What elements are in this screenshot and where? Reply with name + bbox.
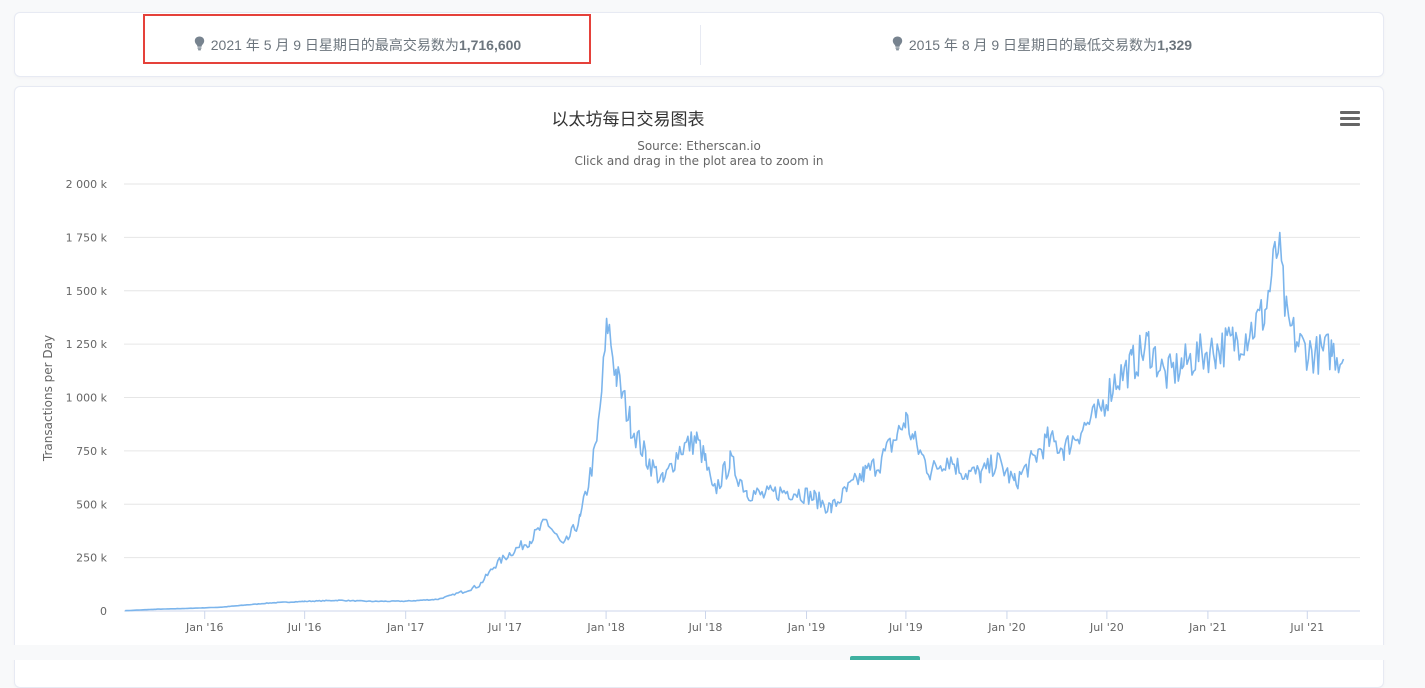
hamburger-menu-icon-bar bbox=[1340, 117, 1360, 120]
stats-card: 2021 年 5 月 9 日星期日的最高交易数为 1,716,600 2015 年… bbox=[14, 12, 1384, 77]
min-stat-value: 1,329 bbox=[1157, 36, 1193, 53]
x-tick-label: Jul '16 bbox=[287, 621, 322, 634]
x-tick-label: Jan '16 bbox=[185, 621, 223, 634]
chart-menu-button[interactable] bbox=[1340, 111, 1360, 127]
stats-divider bbox=[700, 25, 701, 65]
x-tick-label: Jan '18 bbox=[586, 621, 624, 634]
max-stat-value: 1,716,600 bbox=[458, 36, 522, 53]
x-tick-label: Jan '20 bbox=[987, 621, 1025, 634]
bottom-tab-indicator[interactable] bbox=[850, 656, 920, 660]
x-tick-label: Jul '20 bbox=[1089, 621, 1124, 634]
series-line[interactable] bbox=[125, 231, 1345, 612]
y-tick-label: 500 k bbox=[76, 498, 107, 511]
chart-subtitle: Source: Etherscan.io bbox=[637, 139, 761, 153]
min-transactions-stat: 2015 年 8 月 9 日星期日的最低交易数为 1,329 bbox=[701, 13, 1383, 76]
x-axis-ticks: Jan '16 Jul '16 Jan '17 Jul '17 Jan '18 Jul '… bbox=[185, 611, 1324, 634]
y-tick-label: 1 250 k bbox=[66, 338, 108, 351]
y-axis-label: Transactions per Day bbox=[41, 335, 55, 462]
y-tick-label: 750 k bbox=[76, 445, 107, 458]
y-tick-label: 250 k bbox=[76, 552, 107, 565]
chart-zoom-hint: Click and drag in the plot area to zoom … bbox=[574, 154, 823, 168]
chart-title: 以太坊每日交易图表 bbox=[552, 110, 705, 130]
x-tick-label: Jul '17 bbox=[487, 621, 522, 634]
y-tick-label: 1 500 k bbox=[66, 285, 108, 298]
y-tick-label: 1 000 k bbox=[66, 392, 108, 405]
x-tick-label: Jul '21 bbox=[1289, 621, 1324, 634]
x-tick-label: Jan '21 bbox=[1188, 621, 1226, 634]
y-tick-label: 2 000 k bbox=[66, 178, 108, 191]
y-tick-label: 0 bbox=[100, 605, 107, 618]
max-transactions-stat: 2021 年 5 月 9 日星期日的最高交易数为 1,716,600 bbox=[15, 13, 700, 76]
y-tick-label: 1 750 k bbox=[66, 231, 108, 244]
page-footer-strip bbox=[0, 645, 1425, 660]
x-tick-label: Jul '18 bbox=[688, 621, 723, 634]
hamburger-menu-icon-bar bbox=[1340, 123, 1360, 126]
x-tick-label: Jan '19 bbox=[787, 621, 825, 634]
max-stat-text: 2021 年 5 月 9 日星期日的最高交易数为 bbox=[210, 36, 459, 53]
chart-card[interactable] bbox=[14, 86, 1384, 688]
lightbulb-icon bbox=[892, 36, 903, 54]
transactions-chart[interactable]: 以太坊每日交易图表 Source: Etherscan.io Click and… bbox=[0, 0, 1425, 660]
x-tick-label: Jan '17 bbox=[386, 621, 424, 634]
grid-lines bbox=[124, 183, 1360, 612]
x-tick-label: Jul '19 bbox=[888, 621, 923, 634]
lightbulb-icon bbox=[194, 36, 205, 54]
hamburger-menu-icon bbox=[1340, 111, 1360, 114]
min-stat-text: 2015 年 8 月 9 日星期日的最低交易数为 bbox=[908, 36, 1158, 53]
y-axis-ticks: 0 250 k 500 k 750 k 1 000 k 1 250 k 1 500 k 1 7… bbox=[66, 178, 108, 618]
highlight-box bbox=[143, 14, 591, 64]
